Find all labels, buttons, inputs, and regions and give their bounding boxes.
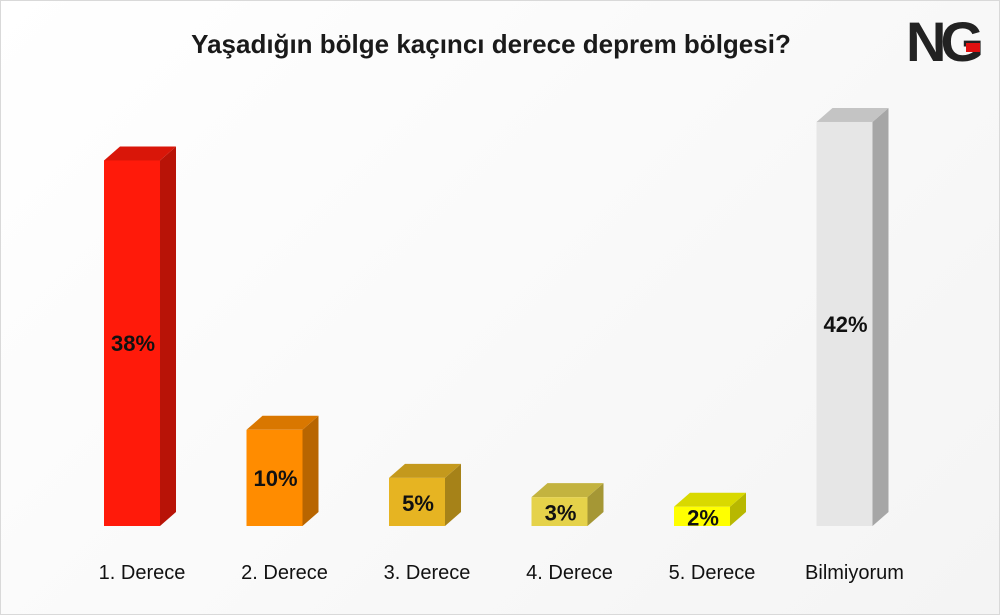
category-label: Bilmiyorum <box>805 562 904 584</box>
bar-side-face <box>730 492 746 526</box>
bar-front-face <box>816 121 873 527</box>
bar-4 <box>531 483 604 526</box>
bar-side-face <box>445 463 461 526</box>
bar-top-face <box>389 463 461 478</box>
value-label: 2% <box>687 505 719 530</box>
bar-5 <box>674 492 746 526</box>
bar-side-face <box>160 146 176 526</box>
category-label: 2. Derece <box>241 562 328 584</box>
labels-layer: 38% 1. Derece 10% 2. Derece 5% 3. Derece 3% 4. … <box>99 312 904 584</box>
bar-front-face <box>674 506 730 526</box>
bar-top-face <box>104 146 176 161</box>
bar-side-face <box>302 415 319 526</box>
value-label: 38% <box>111 331 155 356</box>
bar-top-face <box>246 415 319 430</box>
bar-front-face <box>104 160 160 526</box>
value-label: 3% <box>545 501 577 526</box>
bar-side-face <box>872 107 889 527</box>
value-label: 5% <box>402 491 434 516</box>
value-label: 10% <box>253 466 297 491</box>
chart-title: Yaşadığın bölge kaçıncı derece deprem bö… <box>191 29 791 59</box>
bar-side-face <box>587 483 604 526</box>
bar-front-face <box>531 497 588 526</box>
bar-6 <box>816 107 889 527</box>
ng-logo-text: NG <box>906 13 981 69</box>
category-label: 5. Derece <box>669 562 756 584</box>
bar-3 <box>389 463 461 526</box>
bar-top-face <box>531 483 604 498</box>
ng-logo: NG <box>906 13 987 69</box>
category-label: 1. Derece <box>99 562 186 584</box>
category-label: 4. Derece <box>526 562 613 584</box>
bar-top-face <box>816 107 889 122</box>
category-label: 3. Derece <box>384 562 471 584</box>
value-label: 42% <box>823 312 867 337</box>
bars-layer <box>104 107 889 527</box>
bar-2 <box>246 415 319 526</box>
bar-top-face <box>674 492 746 507</box>
bar-front-face <box>246 429 303 526</box>
bar-front-face <box>389 477 445 526</box>
bar-1 <box>104 146 176 526</box>
